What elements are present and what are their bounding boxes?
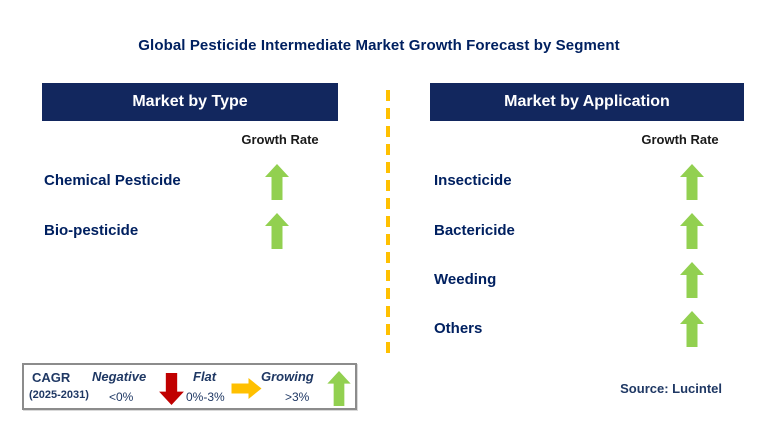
dashed-divider [386,90,390,355]
negative-down-arrow-icon [159,373,184,405]
panel-header-market-by-type: Market by Type [42,83,338,121]
legend-growing-label: Growing [261,369,314,384]
legend-cagr-title: CAGR [32,370,71,385]
growth-up-arrow-icon [680,164,704,200]
growth-up-arrow-icon [680,213,704,249]
growth-rate-column-label-application: Growth Rate [641,132,719,147]
legend-box: CAGR (2025-2031) Negative <0% Flat 0%-3%… [22,363,357,410]
growth-up-arrow-icon [265,213,289,249]
growth-up-arrow-icon [265,164,289,200]
legend-growing-range: >3% [285,390,310,404]
growth-up-arrow-icon [680,311,704,347]
segment-label-bio-pesticide: Bio-pesticide [44,222,139,239]
growing-up-arrow-icon [327,371,351,406]
segment-label-insecticide: Insecticide [434,172,512,189]
legend-negative-label: Negative [92,369,147,384]
legend-negative-range: <0% [109,390,134,404]
legend-cagr-years: (2025-2031) [29,389,89,401]
page-title: Global Pesticide Intermediate Market Gro… [138,37,620,54]
segment-label-chemical-pesticide: Chemical Pesticide [44,172,181,189]
legend-flat-range: 0%-3% [186,390,225,404]
segment-label-bactericide: Bactericide [434,222,515,239]
panel-header-market-by-application: Market by Application [430,83,744,121]
segment-label-others: Others [434,320,483,337]
growth-up-arrow-icon [680,262,704,298]
segment-label-weeding: Weeding [434,271,497,288]
flat-right-arrow-icon [231,378,262,399]
growth-rate-column-label-type: Growth Rate [241,132,319,147]
source-label: Source: Lucintel [620,381,722,396]
legend-flat-label: Flat [193,369,217,384]
